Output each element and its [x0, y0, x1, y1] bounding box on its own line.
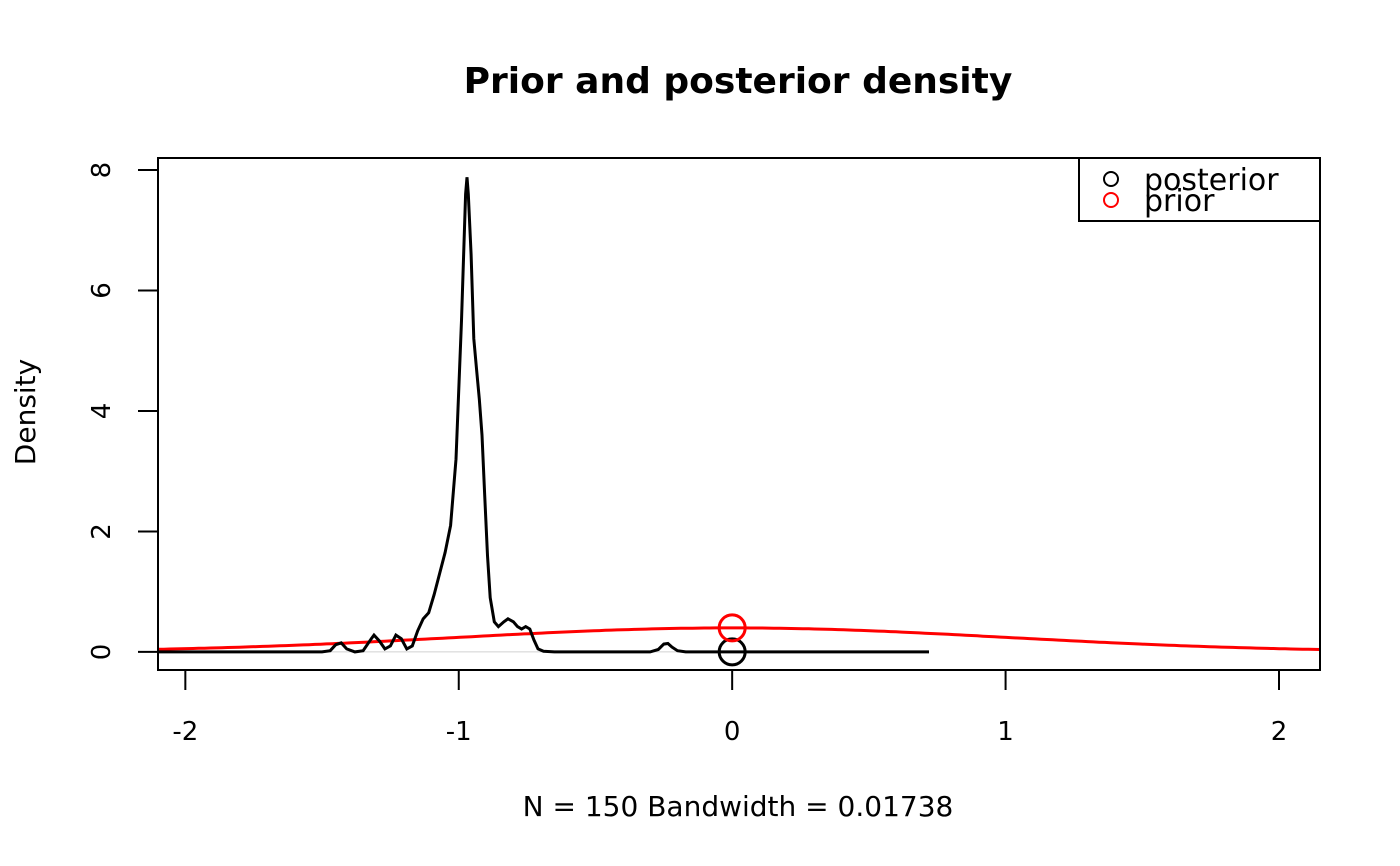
x-tick-label: 0 — [724, 717, 741, 747]
y-tick-label: 0 — [87, 644, 117, 661]
y-axis-label: Density — [9, 359, 42, 465]
posterior-point-marker — [717, 637, 747, 667]
x-axis-label: N = 150 Bandwidth = 0.01738 — [523, 790, 954, 823]
x-tick-label: 2 — [1271, 717, 1288, 747]
legend-label-posterior: posterior — [1144, 163, 1279, 198]
y-tick-label: 4 — [87, 403, 117, 420]
posterior-curve — [158, 177, 929, 654]
legend-label-prior: prior — [1144, 184, 1215, 219]
plot-frame — [157, 157, 1321, 671]
legend-marker-prior — [1103, 192, 1119, 208]
legend-box — [1078, 157, 1321, 222]
y-axis: 0 2 4 6 8 — [87, 162, 159, 661]
y-tick-label: 6 — [87, 282, 117, 299]
y-tick-label: 2 — [87, 523, 117, 540]
y-tick-label: 8 — [87, 162, 117, 179]
prior-curve — [157, 626, 1321, 651]
x-tick-label: -1 — [446, 717, 472, 747]
x-tick-label: -2 — [172, 717, 198, 747]
x-axis: -2 -1 0 1 2 — [172, 669, 1288, 747]
prior-point-marker — [717, 613, 747, 643]
point-markers — [717, 613, 747, 667]
chart-title: Prior and posterior density — [464, 61, 1013, 102]
x-tick-label: 1 — [997, 717, 1014, 747]
legend-marker-posterior — [1103, 171, 1119, 187]
plot-area — [157, 157, 1321, 671]
